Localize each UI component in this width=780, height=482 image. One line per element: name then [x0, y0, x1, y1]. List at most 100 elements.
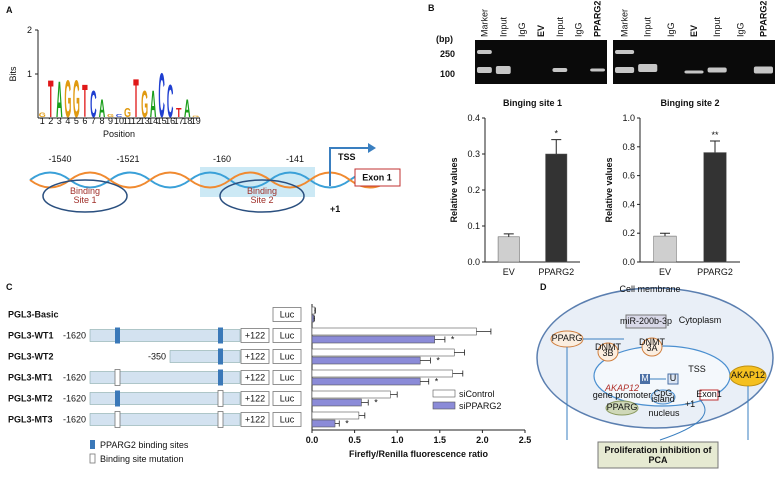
- arrow-head: [368, 143, 376, 153]
- luc-label: Luc: [280, 394, 295, 404]
- logo-letter: A: [99, 96, 106, 124]
- dnmt-label: DNMT: [595, 342, 621, 352]
- logo-letter: G: [141, 83, 148, 126]
- x-tick-label: EV: [659, 267, 671, 277]
- error-bar: [476, 328, 492, 335]
- site-label: Binding: [70, 186, 100, 196]
- exon-box: [354, 168, 401, 187]
- outcome-label: Proliferation inhibition of: [605, 445, 713, 455]
- lane-label: Marker: [620, 9, 630, 37]
- bar: [311, 356, 421, 365]
- logo-letter: A: [150, 83, 157, 126]
- construct-end: [240, 328, 270, 343]
- outcome-box: [597, 441, 719, 469]
- x-tick-label: 7: [91, 116, 96, 126]
- error-bar: [335, 420, 340, 427]
- construct-end: [240, 370, 270, 385]
- x-tick-label: 0.0: [306, 435, 319, 445]
- y-tick-label: 0.8: [622, 142, 635, 152]
- logo-letter: A: [184, 96, 191, 124]
- error-bar: [503, 233, 514, 237]
- error-bar: [313, 315, 315, 322]
- lane-label: IgG: [666, 22, 676, 37]
- bar: [703, 152, 727, 263]
- construct-end-label: +122: [245, 373, 265, 383]
- bar: [545, 153, 568, 263]
- luc-box: [272, 349, 302, 364]
- gel-band: [552, 68, 568, 72]
- error-bar: [434, 336, 446, 343]
- nucleus-label: nucleus: [648, 408, 680, 418]
- construct-start: -1620: [63, 415, 86, 425]
- x-tick-label: 14: [148, 116, 158, 126]
- gel-band: [707, 67, 727, 73]
- x-tick-label: 12: [131, 116, 141, 126]
- cpg-label: CpG: [654, 388, 673, 398]
- dnmt-label: 3A: [646, 343, 657, 353]
- gel-band: [638, 64, 658, 72]
- mirna-label: miR-200b-3p: [620, 316, 672, 326]
- exon-label: Exon1: [696, 389, 722, 399]
- bar: [311, 411, 360, 420]
- y-tick-label: 0.6: [622, 171, 635, 181]
- gels: (bp) 250 100: [436, 34, 775, 84]
- dnmt-node: [597, 342, 619, 362]
- construct-end: [240, 349, 270, 364]
- significance: *: [554, 129, 558, 139]
- position-label: -1521: [116, 154, 139, 164]
- significance: *: [374, 398, 378, 408]
- gel-band: [590, 68, 605, 72]
- construct-start: -350: [148, 352, 166, 362]
- luc-box: [272, 307, 302, 322]
- significance: **: [711, 130, 719, 140]
- size-label: 100: [440, 69, 455, 79]
- strand: [29, 171, 391, 189]
- promoter-diagram: Binding Site 1 Binding Site 2 -1540 -152…: [29, 143, 401, 214]
- y-tick-label: 0.3: [467, 149, 480, 159]
- luc-label: Luc: [280, 415, 295, 425]
- luc-label: Luc: [280, 373, 295, 383]
- x-tick-label: 9: [108, 116, 113, 126]
- error-bar: [454, 349, 465, 356]
- x-tick-label: 10: [114, 116, 124, 126]
- exon-box: [699, 389, 719, 401]
- gel: [613, 40, 775, 84]
- position-label: -1540: [48, 154, 71, 164]
- cytoplasm-label: Cytoplasm: [679, 315, 722, 325]
- dnmt-node: [641, 337, 663, 357]
- legend-swatch: [432, 401, 456, 410]
- arrows: [566, 338, 749, 441]
- construct: [89, 371, 241, 384]
- logo-letter: C: [90, 83, 97, 126]
- logo-letter: G: [73, 71, 80, 130]
- lane-label: PPARG2: [593, 1, 603, 37]
- legend-label: Binding site mutation: [100, 454, 184, 464]
- position-label: -141: [286, 154, 304, 164]
- unmethylated: [667, 373, 679, 385]
- unit: (bp): [436, 34, 453, 44]
- x-tick-label: 4: [65, 116, 70, 126]
- error-bar: [358, 412, 366, 419]
- construct-start: -1620: [63, 331, 86, 341]
- legend-swatch: [432, 389, 456, 398]
- site-label: Site 1: [73, 195, 96, 205]
- binding-site: [218, 369, 223, 386]
- lane-label: IgG: [735, 22, 745, 37]
- x-tick-label: 1.0: [391, 435, 404, 445]
- construct-end-label: +122: [245, 415, 265, 425]
- gel-band: [684, 70, 704, 74]
- lane-label: EV: [536, 25, 546, 37]
- error-bar: [551, 139, 562, 154]
- lane-label: Input: [712, 16, 722, 37]
- site-label: Binding: [247, 186, 277, 196]
- error-bar: [660, 232, 670, 237]
- chart-title: Binging site 2: [660, 98, 719, 108]
- cpg-node: [650, 389, 676, 405]
- x-tick-label: 2.5: [519, 435, 532, 445]
- bar: [311, 398, 362, 407]
- panel-label: B: [428, 3, 435, 13]
- construct-end: [240, 391, 270, 406]
- mirna-node: [625, 314, 667, 329]
